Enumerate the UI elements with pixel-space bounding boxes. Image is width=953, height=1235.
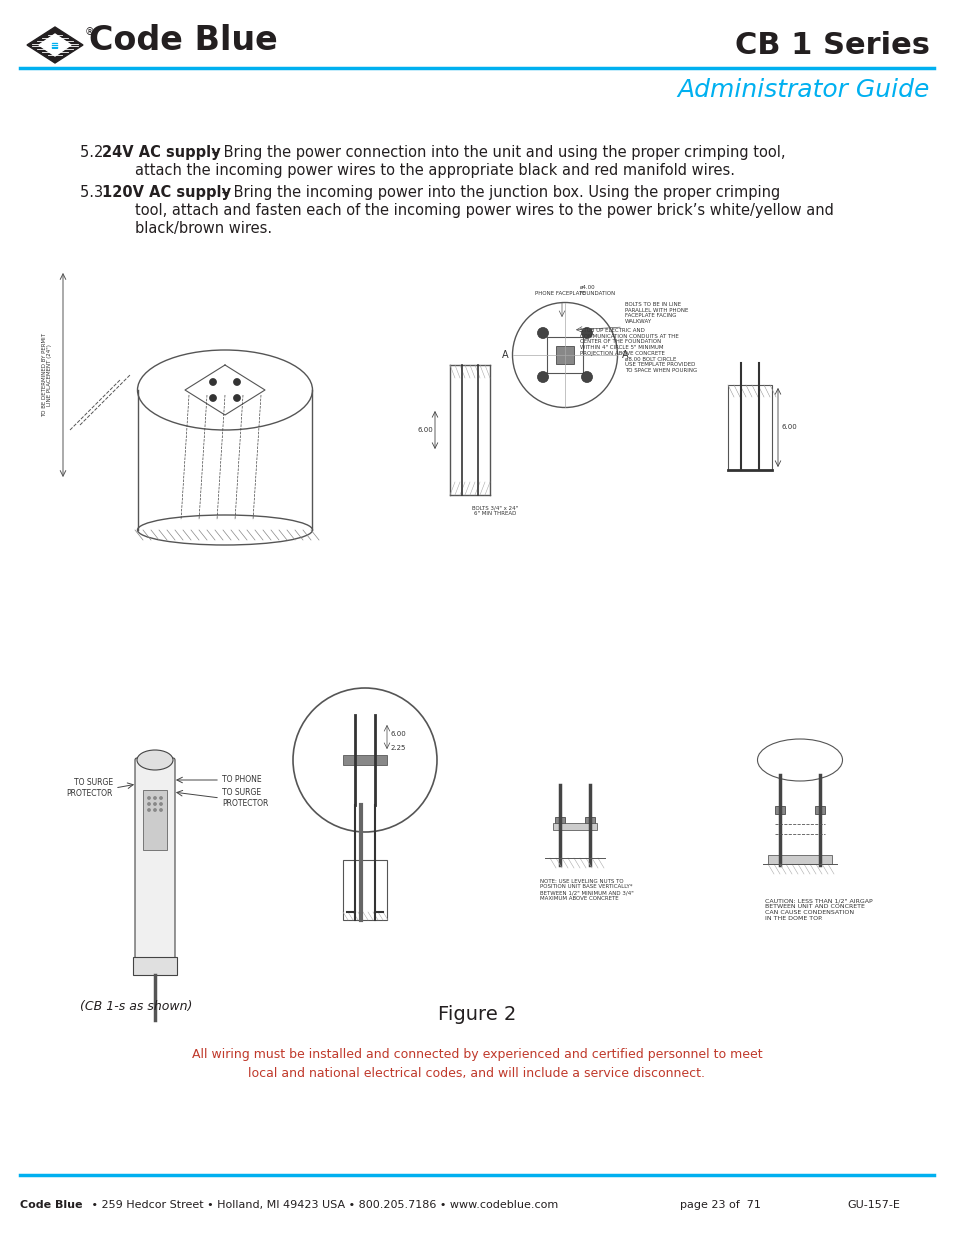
Text: (CB 1-s as shown): (CB 1-s as shown) <box>80 1000 193 1013</box>
Text: TO BE DETERMINED BY PERMIT
LINE PLACEMENT (24"): TO BE DETERMINED BY PERMIT LINE PLACEMEN… <box>42 333 52 417</box>
Polygon shape <box>39 35 71 56</box>
Circle shape <box>581 372 592 383</box>
Circle shape <box>160 797 162 799</box>
Circle shape <box>148 803 150 805</box>
Text: 2.25: 2.25 <box>391 745 406 751</box>
Text: Code Blue: Code Blue <box>89 23 277 57</box>
Text: – Bring the power connection into the unit and using the proper crimping tool,: – Bring the power connection into the un… <box>207 144 784 161</box>
Text: A: A <box>501 350 508 359</box>
Circle shape <box>210 394 216 401</box>
Circle shape <box>233 378 240 385</box>
Text: 5.2: 5.2 <box>80 144 108 161</box>
Text: CB 1 Series: CB 1 Series <box>734 31 929 59</box>
Ellipse shape <box>137 750 172 769</box>
Text: CAUTION: LESS THAN 1/2" AIRGAP
BETWEEN UNIT AND CONCRETE
CAN CAUSE CONDENSATION
: CAUTION: LESS THAN 1/2" AIRGAP BETWEEN U… <box>764 899 872 921</box>
Circle shape <box>153 803 156 805</box>
Text: PHONE FACEPLATE: PHONE FACEPLATE <box>534 291 585 296</box>
FancyBboxPatch shape <box>135 758 174 962</box>
Bar <box>556 346 574 364</box>
Text: TO SURGE
PROTECTOR: TO SURGE PROTECTOR <box>222 788 268 808</box>
Bar <box>553 823 597 830</box>
Text: BOLTS TO BE IN LINE
PARALLEL WITH PHONE
FACEPLATE FACING
WALKWAY: BOLTS TO BE IN LINE PARALLEL WITH PHONE … <box>624 301 688 325</box>
Text: – Bring the incoming power into the junction box. Using the proper crimping: – Bring the incoming power into the junc… <box>216 185 780 200</box>
Circle shape <box>153 809 156 811</box>
Circle shape <box>233 394 240 401</box>
Circle shape <box>537 327 548 338</box>
Text: BOLTS 3/4" x 24"
6" MIN THREAD: BOLTS 3/4" x 24" 6" MIN THREAD <box>472 505 517 516</box>
Circle shape <box>160 809 162 811</box>
Text: black/brown wires.: black/brown wires. <box>135 221 272 236</box>
Circle shape <box>153 797 156 799</box>
Text: ø4.00
FOUNDATION: ø4.00 FOUNDATION <box>579 285 616 296</box>
Text: • 259 Hedcor Street • Holland, MI 49423 USA • 800.205.7186 • www.codeblue.com: • 259 Hedcor Street • Holland, MI 49423 … <box>88 1200 558 1210</box>
Circle shape <box>160 803 162 805</box>
Bar <box>143 790 167 850</box>
Bar <box>52 42 57 47</box>
Text: Administrator Guide: Administrator Guide <box>677 78 929 103</box>
Text: NOTE: USE LEVELING NUTS TO
POSITION UNIT BASE VERTICALLY*
BETWEEN 1/2" MINIMUM A: NOTE: USE LEVELING NUTS TO POSITION UNIT… <box>539 878 633 902</box>
Circle shape <box>148 797 150 799</box>
Bar <box>814 806 824 814</box>
Text: All wiring must be installed and connected by experienced and certified personne: All wiring must be installed and connect… <box>192 1049 761 1079</box>
Text: tool, attach and fasten each of the incoming power wires to the power brick’s wh: tool, attach and fasten each of the inco… <box>135 203 833 219</box>
Bar <box>546 337 582 373</box>
Text: ø8.00 BOLT CIRCLE
USE TEMPLATE PROVIDED
TO SPACE WHEN POURING: ø8.00 BOLT CIRCLE USE TEMPLATE PROVIDED … <box>624 357 697 373</box>
Polygon shape <box>27 27 83 63</box>
Text: 6.00: 6.00 <box>781 424 797 430</box>
Bar <box>343 860 387 920</box>
Text: Code Blue: Code Blue <box>20 1200 82 1210</box>
Circle shape <box>537 372 548 383</box>
Text: GU-157-E: GU-157-E <box>846 1200 899 1210</box>
Bar <box>767 855 831 864</box>
Text: 5.3: 5.3 <box>80 185 108 200</box>
Bar <box>555 818 564 825</box>
Bar <box>132 957 177 974</box>
Text: page 23 of  71: page 23 of 71 <box>679 1200 760 1210</box>
Text: TO PHONE: TO PHONE <box>222 776 261 784</box>
Text: TO SURGE
PROTECTOR: TO SURGE PROTECTOR <box>67 778 112 798</box>
Circle shape <box>581 327 592 338</box>
Text: 6.00: 6.00 <box>391 731 406 737</box>
Text: 120V AC supply: 120V AC supply <box>102 185 231 200</box>
Text: 24V AC supply: 24V AC supply <box>102 144 220 161</box>
Bar <box>727 385 771 471</box>
Circle shape <box>210 378 216 385</box>
Text: ®: ® <box>85 27 94 37</box>
Text: 6.00: 6.00 <box>416 427 433 433</box>
Bar <box>584 818 595 825</box>
Text: A: A <box>621 350 628 359</box>
Bar <box>774 806 784 814</box>
Bar <box>343 755 387 764</box>
Text: Figure 2: Figure 2 <box>437 1005 516 1024</box>
Text: STUB UP ELECTRIC AND
COMMUNICATION CONDUITS AT THE
CENTER OF THE FOUNDATION
WITH: STUB UP ELECTRIC AND COMMUNICATION CONDU… <box>579 327 678 356</box>
Circle shape <box>148 809 150 811</box>
Text: attach the incoming power wires to the appropriate black and red manifold wires.: attach the incoming power wires to the a… <box>135 163 734 178</box>
